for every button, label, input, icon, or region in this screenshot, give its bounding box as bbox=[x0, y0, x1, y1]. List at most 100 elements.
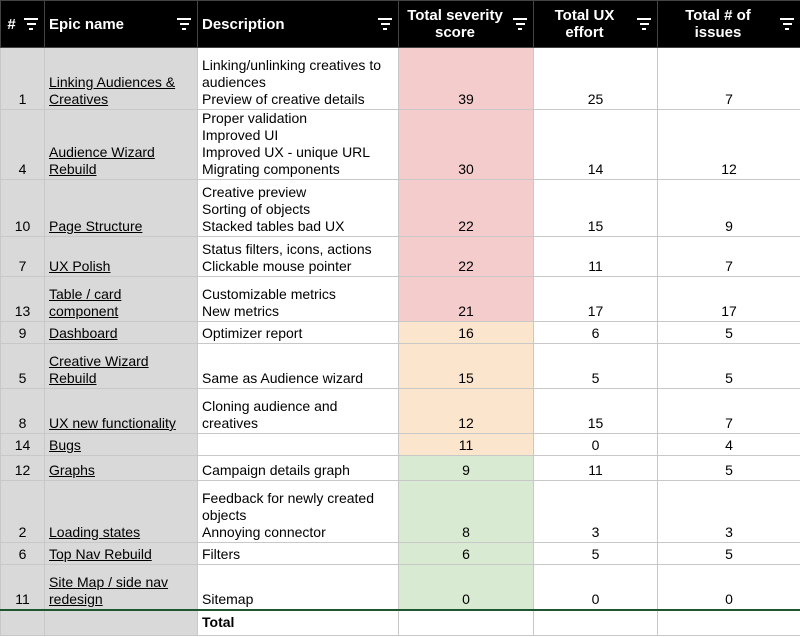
severity-score-cell[interactable]: 6 bbox=[398, 542, 534, 565]
severity-score-cell[interactable]: 15 bbox=[398, 343, 534, 389]
epic-name-cell[interactable]: Top Nav Rebuild bbox=[44, 542, 198, 565]
total-cell[interactable] bbox=[0, 608, 45, 636]
epic-name-link[interactable]: UX Polish bbox=[49, 258, 111, 274]
epic-name-cell[interactable]: UX new functionality bbox=[44, 388, 198, 434]
issues-count-cell[interactable]: 3 bbox=[657, 480, 800, 543]
epic-name-cell[interactable]: Bugs bbox=[44, 433, 198, 456]
severity-score-cell[interactable]: 22 bbox=[398, 179, 534, 237]
epic-number-cell[interactable]: 1 bbox=[0, 47, 45, 110]
epic-name-link[interactable]: Site Map / side nav redesign bbox=[49, 573, 169, 607]
epic-name-link[interactable]: Linking Audiences & Creatives bbox=[49, 74, 176, 107]
ux-effort-cell[interactable]: 0 bbox=[533, 433, 658, 456]
epic-name-cell[interactable]: Table / card component bbox=[44, 276, 198, 322]
epic-name-link[interactable]: Loading states bbox=[49, 524, 141, 540]
description-cell[interactable]: Optimizer report bbox=[197, 321, 399, 344]
severity-score-cell[interactable]: 0 bbox=[398, 564, 534, 610]
epic-name-link[interactable]: Graphs bbox=[49, 462, 95, 478]
epic-name-cell[interactable]: Page Structure bbox=[44, 179, 198, 237]
description-cell[interactable]: Same as Audience wizard bbox=[197, 343, 399, 389]
epic-name-cell[interactable]: Site Map / side nav redesign bbox=[44, 564, 198, 610]
epic-name-link[interactable]: Table / card component bbox=[49, 286, 122, 319]
issues-count-cell[interactable]: 5 bbox=[657, 343, 800, 389]
filter-icon[interactable] bbox=[513, 18, 527, 30]
column-header-description[interactable]: Description bbox=[197, 0, 399, 48]
column-header-issues[interactable]: Total # of issues bbox=[657, 0, 800, 48]
description-cell[interactable]: Creative preview Sorting of objects Stacke… bbox=[197, 179, 399, 237]
ux-effort-cell[interactable]: 15 bbox=[533, 388, 658, 434]
total-label[interactable]: Total bbox=[197, 608, 399, 636]
ux-effort-cell[interactable]: 5 bbox=[533, 542, 658, 565]
epic-name-link[interactable]: Page Structure bbox=[49, 218, 143, 234]
issues-count-cell[interactable]: 17 bbox=[657, 276, 800, 322]
issues-count-cell[interactable]: 9 bbox=[657, 179, 800, 237]
total-cell[interactable] bbox=[533, 608, 658, 636]
epic-name-cell[interactable]: Dashboard bbox=[44, 321, 198, 344]
issues-count-cell[interactable]: 12 bbox=[657, 109, 800, 180]
ux-effort-cell[interactable]: 11 bbox=[533, 455, 658, 481]
description-cell[interactable]: Sitemap bbox=[197, 564, 399, 610]
epic-name-cell[interactable]: Loading states bbox=[44, 480, 198, 543]
severity-score-cell[interactable]: 22 bbox=[398, 236, 534, 277]
severity-score-cell[interactable]: 16 bbox=[398, 321, 534, 344]
total-cell[interactable] bbox=[657, 608, 800, 636]
severity-score-cell[interactable]: 30 bbox=[398, 109, 534, 180]
severity-score-cell[interactable]: 11 bbox=[398, 433, 534, 456]
issues-count-cell[interactable]: 5 bbox=[657, 321, 800, 344]
total-cell[interactable] bbox=[398, 608, 534, 636]
ux-effort-cell[interactable]: 17 bbox=[533, 276, 658, 322]
epic-number-cell[interactable]: 9 bbox=[0, 321, 45, 344]
epic-name-link[interactable]: Audience Wizard Rebuild bbox=[49, 144, 155, 177]
description-cell[interactable]: Proper validation Improved UI Improved UX … bbox=[197, 109, 399, 180]
issues-count-cell[interactable]: 5 bbox=[657, 542, 800, 565]
column-header-epic-name[interactable]: Epic name bbox=[44, 0, 198, 48]
description-cell[interactable]: Filters bbox=[197, 542, 399, 565]
severity-score-cell[interactable]: 12 bbox=[398, 388, 534, 434]
epic-number-cell[interactable]: 14 bbox=[0, 433, 45, 456]
column-header-number[interactable]: # bbox=[0, 0, 45, 48]
description-cell[interactable]: Campaign details graph bbox=[197, 455, 399, 481]
ux-effort-cell[interactable]: 6 bbox=[533, 321, 658, 344]
severity-score-cell[interactable]: 39 bbox=[398, 47, 534, 110]
severity-score-cell[interactable]: 21 bbox=[398, 276, 534, 322]
total-cell[interactable] bbox=[44, 608, 198, 636]
epic-number-cell[interactable]: 10 bbox=[0, 179, 45, 237]
epic-number-cell[interactable]: 12 bbox=[0, 455, 45, 481]
epic-name-link[interactable]: UX new functionality bbox=[49, 415, 176, 431]
filter-icon[interactable] bbox=[780, 18, 794, 30]
ux-effort-cell[interactable]: 14 bbox=[533, 109, 658, 180]
epic-number-cell[interactable]: 7 bbox=[0, 236, 45, 277]
description-cell[interactable]: Status filters, icons, actions Clickable … bbox=[197, 236, 399, 277]
epic-number-cell[interactable]: 5 bbox=[0, 343, 45, 389]
filter-icon[interactable] bbox=[177, 18, 191, 30]
severity-score-cell[interactable]: 8 bbox=[398, 480, 534, 543]
epic-name-link[interactable]: Bugs bbox=[49, 437, 81, 453]
ux-effort-cell[interactable]: 11 bbox=[533, 236, 658, 277]
description-cell[interactable]: Cloning audience and creatives bbox=[197, 388, 399, 434]
description-cell[interactable]: Customizable metrics New metrics bbox=[197, 276, 399, 322]
ux-effort-cell[interactable]: 5 bbox=[533, 343, 658, 389]
epic-name-cell[interactable]: Audience Wizard Rebuild bbox=[44, 109, 198, 180]
issues-count-cell[interactable]: 4 bbox=[657, 433, 800, 456]
filter-icon[interactable] bbox=[637, 18, 651, 30]
epic-name-link[interactable]: Creative Wizard Rebuild bbox=[49, 353, 149, 386]
epic-number-cell[interactable]: 2 bbox=[0, 480, 45, 543]
filter-icon[interactable] bbox=[378, 18, 392, 30]
ux-effort-cell[interactable]: 25 bbox=[533, 47, 658, 110]
epic-name-link[interactable]: Dashboard bbox=[49, 325, 118, 341]
epic-name-cell[interactable]: Linking Audiences & Creatives bbox=[44, 47, 198, 110]
epic-name-cell[interactable]: Graphs bbox=[44, 455, 198, 481]
ux-effort-cell[interactable]: 3 bbox=[533, 480, 658, 543]
epic-number-cell[interactable]: 8 bbox=[0, 388, 45, 434]
filter-icon[interactable] bbox=[24, 18, 38, 30]
column-header-severity[interactable]: Total severity score bbox=[398, 0, 534, 48]
column-header-ux-effort[interactable]: Total UX effort bbox=[533, 0, 658, 48]
issues-count-cell[interactable]: 7 bbox=[657, 236, 800, 277]
epic-number-cell[interactable]: 6 bbox=[0, 542, 45, 565]
epic-number-cell[interactable]: 13 bbox=[0, 276, 45, 322]
issues-count-cell[interactable]: 7 bbox=[657, 47, 800, 110]
severity-score-cell[interactable]: 9 bbox=[398, 455, 534, 481]
description-cell[interactable]: Linking/unlinking creatives to audiences… bbox=[197, 47, 399, 110]
epic-name-cell[interactable]: UX Polish bbox=[44, 236, 198, 277]
epic-number-cell[interactable]: 11 bbox=[0, 564, 45, 610]
issues-count-cell[interactable]: 5 bbox=[657, 455, 800, 481]
